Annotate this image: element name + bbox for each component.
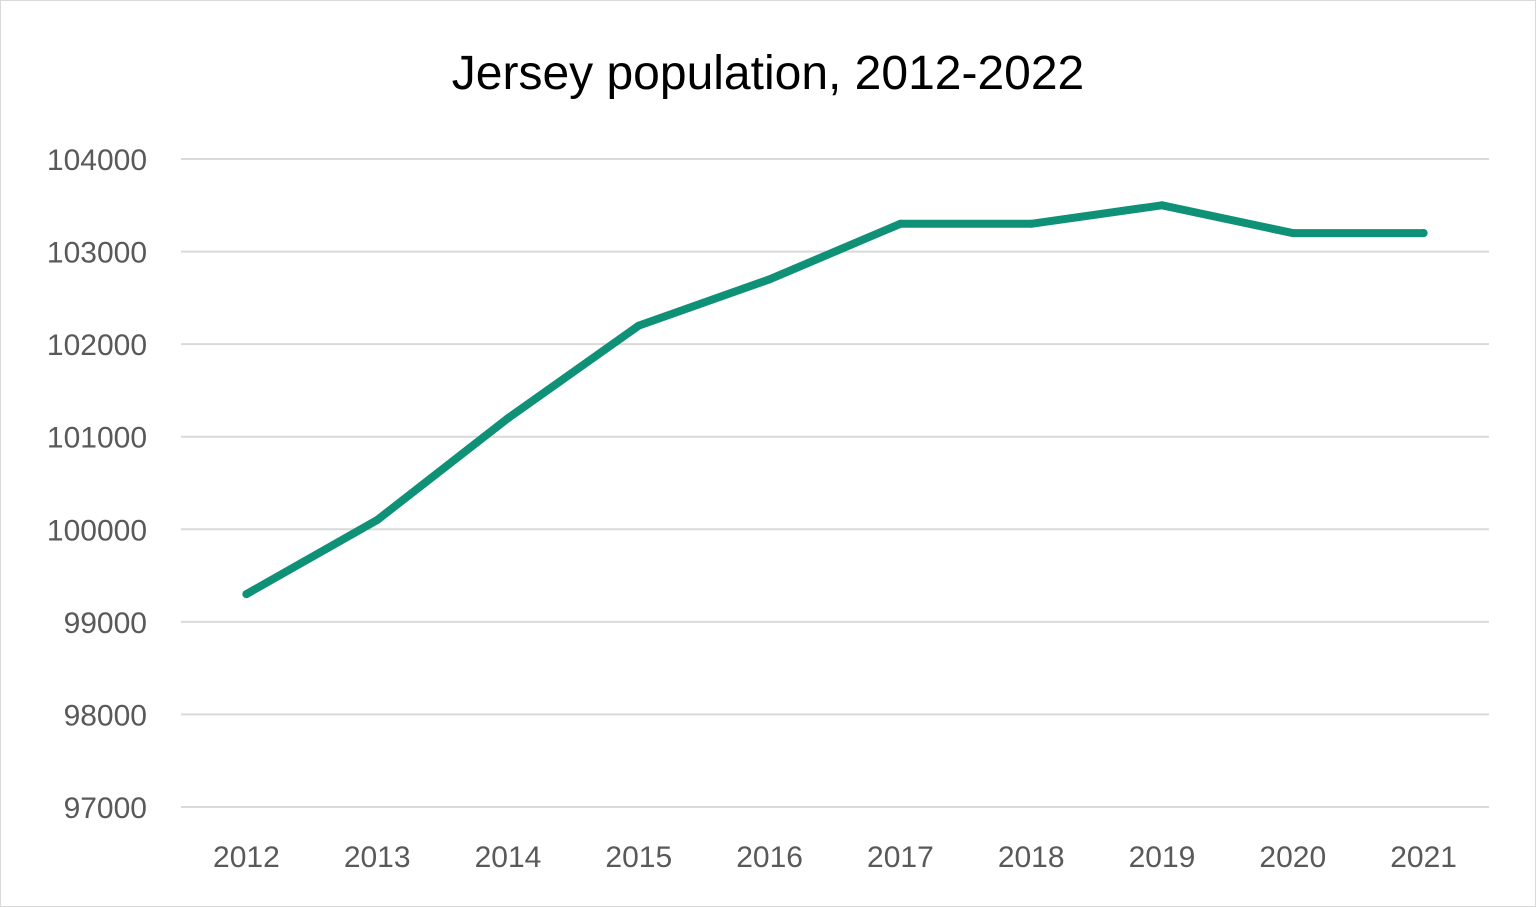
y-axis-tick-labels: 97000 98000 99000 100000 101000 102000 103000 1… xyxy=(47,144,147,825)
data-point-2018 xyxy=(1027,219,1036,228)
x-tick-label: 2018 xyxy=(998,841,1065,874)
data-point-2021 xyxy=(1419,229,1428,238)
series-layer xyxy=(242,201,1428,599)
y-tick-label: 97000 xyxy=(64,792,147,825)
y-tick-label: 100000 xyxy=(47,514,147,547)
data-point-2015 xyxy=(634,321,643,330)
y-tick-label: 99000 xyxy=(64,607,147,640)
y-tick-label: 98000 xyxy=(64,699,147,732)
x-tick-label: 2021 xyxy=(1390,841,1457,874)
y-tick-label: 103000 xyxy=(47,237,147,270)
y-tick-label: 104000 xyxy=(47,144,147,177)
chart-title: Jersey population, 2012-2022 xyxy=(452,47,1084,100)
gridlines xyxy=(181,158,1489,808)
series-line xyxy=(242,201,1428,599)
y-tick-label: 102000 xyxy=(47,329,147,362)
data-point-2012 xyxy=(242,590,251,599)
x-tick-label: 2016 xyxy=(736,841,803,874)
data-point-2017 xyxy=(896,219,905,228)
x-tick-label: 2019 xyxy=(1129,841,1196,874)
x-tick-label: 2012 xyxy=(213,841,280,874)
x-tick-label: 2015 xyxy=(605,841,672,874)
x-tick-label: 2020 xyxy=(1259,841,1326,874)
data-point-2014 xyxy=(504,414,512,423)
x-tick-label: 2013 xyxy=(344,841,411,874)
data-point-2019 xyxy=(1158,201,1166,210)
x-tick-label: 2017 xyxy=(867,841,934,874)
x-tick-label: 2014 xyxy=(475,841,542,874)
data-point-2016 xyxy=(765,275,774,284)
x-axis-tick-labels: 2012 2013 2014 2015 2016 2017 2018 2019 2020 2021 xyxy=(213,841,1457,874)
data-point-2013 xyxy=(373,516,382,525)
data-point-2020 xyxy=(1288,229,1297,238)
y-tick-label: 101000 xyxy=(47,422,147,455)
